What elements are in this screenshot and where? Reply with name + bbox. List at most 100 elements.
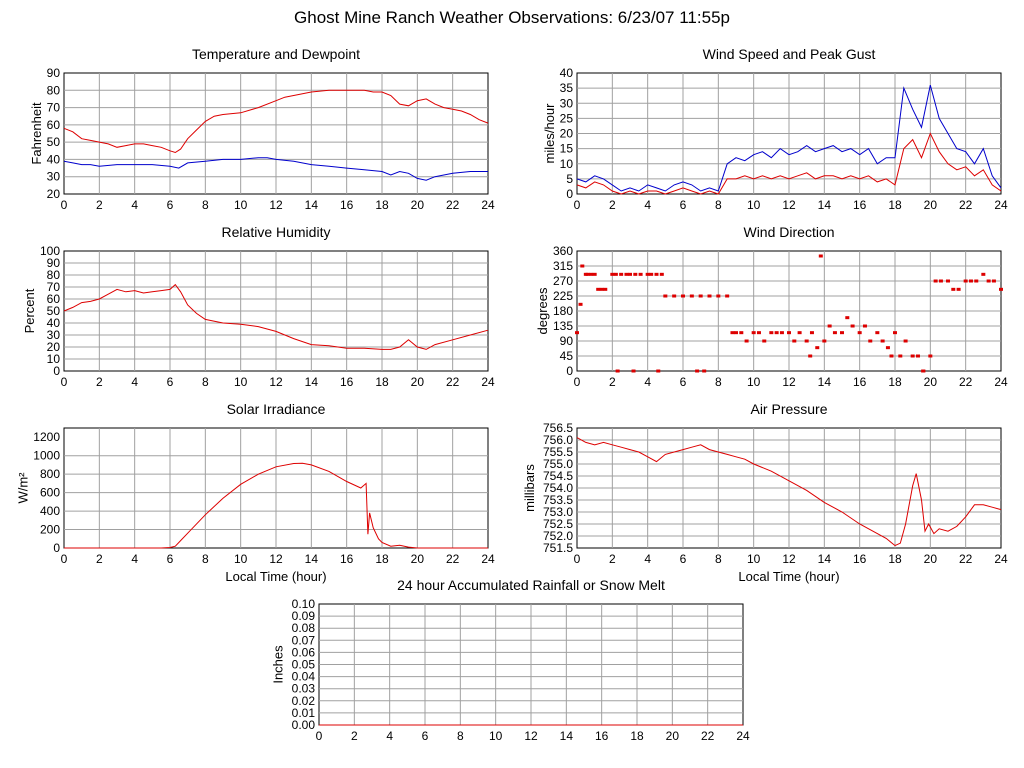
- chart-title: Temperature and Dewpoint: [192, 46, 360, 62]
- y-tick-label: 753.5: [543, 493, 573, 507]
- data-point: [656, 369, 661, 373]
- data-point: [707, 294, 712, 298]
- y-tick-label: 100: [40, 244, 60, 258]
- x-tick-label: 16: [340, 198, 354, 212]
- x-tick-label: 8: [715, 375, 722, 389]
- data-point: [638, 272, 643, 276]
- y-tick-label: 25: [560, 111, 574, 125]
- x-tick-label: 22: [701, 729, 715, 743]
- chart-title: Wind Speed and Peak Gust: [703, 46, 876, 62]
- y-tick-label: 752.5: [543, 517, 573, 531]
- data-point: [885, 346, 890, 350]
- x-tick-label: 14: [560, 729, 574, 743]
- x-tick-label: 4: [131, 552, 138, 566]
- series-line-1: [63, 283, 489, 350]
- y-tick-label: 225: [553, 289, 573, 303]
- data-point: [808, 354, 813, 358]
- data-point: [938, 279, 943, 283]
- y-tick-label: 800: [40, 467, 60, 481]
- x-tick-label: 0: [574, 552, 581, 566]
- x-tick-label: 10: [747, 375, 761, 389]
- x-tick-label: 14: [818, 375, 832, 389]
- data-point: [818, 254, 823, 258]
- y-tick-label: 0.06: [292, 645, 316, 659]
- chart-title: Air Pressure: [750, 401, 827, 417]
- data-point: [933, 279, 938, 283]
- data-point: [580, 264, 585, 268]
- x-tick-label: 6: [167, 375, 174, 389]
- x-tick-label: 10: [234, 375, 248, 389]
- x-tick-label: 8: [202, 375, 209, 389]
- y-tick-label: 1200: [33, 430, 60, 444]
- x-tick-label: 16: [340, 552, 354, 566]
- x-axis-label: Local Time (hour): [738, 569, 839, 584]
- x-tick-label: 22: [959, 375, 973, 389]
- x-tick-label: 24: [481, 198, 495, 212]
- x-tick-label: 14: [305, 552, 319, 566]
- x-tick-label: 0: [61, 552, 68, 566]
- x-tick-label: 18: [888, 375, 902, 389]
- data-point: [986, 279, 991, 283]
- data-point: [999, 287, 1003, 291]
- data-point: [928, 354, 933, 358]
- y-tick-label: 360: [553, 244, 573, 258]
- y-tick-label: 600: [40, 486, 60, 500]
- chart-title: 24 hour Accumulated Rainfall or Snow Mel…: [397, 577, 665, 593]
- x-tick-label: 8: [202, 552, 209, 566]
- x-tick-label: 22: [446, 552, 460, 566]
- data-point: [822, 339, 827, 343]
- x-tick-label: 6: [167, 552, 174, 566]
- y-tick-label: 50: [47, 304, 61, 318]
- y-tick-label: 751.5: [543, 541, 573, 555]
- data-point: [628, 272, 632, 276]
- y-tick-label: 756.5: [543, 421, 573, 435]
- x-tick-label: 20: [924, 198, 938, 212]
- y-tick-label: 40: [47, 152, 61, 166]
- y-tick-label: 0.04: [292, 670, 316, 684]
- x-tick-label: 2: [96, 552, 103, 566]
- x-tick-label: 10: [489, 729, 503, 743]
- x-tick-label: 14: [305, 198, 319, 212]
- main-title: Ghost Mine Ranch Weather Observations: 6…: [294, 8, 730, 27]
- chart-title: Solar Irradiance: [227, 401, 326, 417]
- y-tick-label: 754.0: [543, 481, 573, 495]
- y-axis-label: Percent: [22, 288, 37, 333]
- x-tick-label: 20: [411, 375, 425, 389]
- data-point: [779, 331, 784, 335]
- data-point: [797, 331, 802, 335]
- y-tick-label: 200: [40, 523, 60, 537]
- series-line-1: [64, 462, 488, 549]
- data-point: [845, 316, 850, 320]
- y-tick-label: 70: [47, 280, 61, 294]
- data-point: [585, 272, 590, 276]
- y-tick-label: 756.0: [543, 433, 573, 447]
- data-point: [615, 369, 620, 373]
- x-tick-label: 16: [853, 552, 867, 566]
- x-tick-label: 12: [269, 198, 283, 212]
- y-tick-label: 270: [553, 274, 573, 288]
- data-point: [716, 294, 721, 298]
- data-point: [744, 339, 749, 343]
- data-point: [804, 339, 809, 343]
- data-point: [578, 302, 583, 306]
- chart-title: Wind Direction: [743, 224, 834, 240]
- y-tick-label: 15: [560, 142, 574, 156]
- x-tick-label: 16: [340, 375, 354, 389]
- x-tick-label: 20: [924, 375, 938, 389]
- x-tick-label: 8: [715, 552, 722, 566]
- x-tick-label: 16: [853, 375, 867, 389]
- data-point: [951, 287, 956, 291]
- y-tick-label: 0.07: [292, 633, 316, 647]
- chart-rain: 24 hour Accumulated Rainfall or Snow Mel…: [271, 577, 750, 743]
- x-tick-label: 14: [818, 552, 832, 566]
- data-point: [832, 331, 837, 335]
- x-tick-label: 22: [959, 198, 973, 212]
- x-tick-label: 20: [924, 552, 938, 566]
- x-tick-label: 2: [351, 729, 358, 743]
- data-point: [589, 272, 594, 276]
- x-tick-label: 4: [386, 729, 393, 743]
- data-point: [649, 272, 654, 276]
- data-point: [599, 287, 604, 291]
- x-tick-label: 16: [853, 198, 867, 212]
